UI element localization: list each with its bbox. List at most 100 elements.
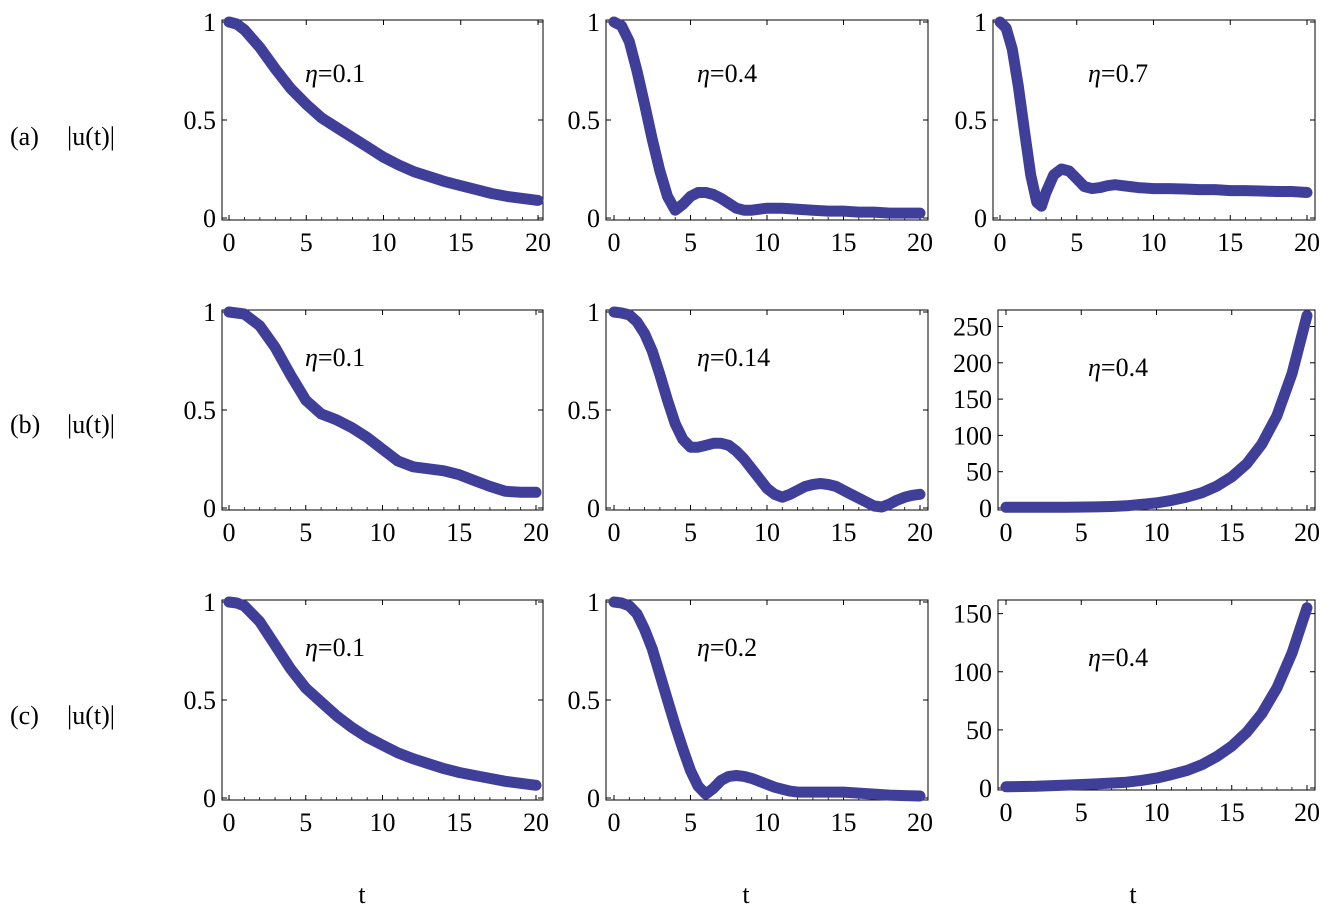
y-tick-label: 150 [953,600,992,629]
x-tick-label: 15 [831,808,857,837]
y-tick-label: 0 [203,204,216,233]
eta-symbol: η [305,59,318,88]
eta-annotation: η=0.2 [697,633,757,662]
panel-c-1: 0 5 10 15 20 0 0.5 1 η=0.1 [184,588,550,837]
x-tick-label: 20 [523,518,549,547]
y-tick-label: 1 [203,588,216,617]
x-tick-label: 10 [1144,518,1170,547]
eta-value: =0.14 [710,343,770,372]
x-tick-label: 15 [1219,798,1245,827]
x-tick-label: 15 [831,518,857,547]
x-tick-label: 20 [907,228,933,257]
y-tick-label: 1 [587,588,600,617]
panel-b-1: 0 5 10 15 20 0 0.5 1 η=0.1 [184,298,550,547]
eta-value: =0.4 [710,59,757,88]
y-tick-label: 100 [953,421,992,450]
y-tick-label: 0 [587,204,600,233]
series-line [223,306,542,498]
series-line [1000,602,1313,793]
x-tick-label: 15 [446,808,472,837]
x-tick-label: 5 [1075,518,1088,547]
series-line [223,596,542,791]
eta-symbol: η [697,59,710,88]
x-tick-label: 10 [371,228,397,257]
eta-value: =0.4 [1101,643,1148,672]
y-tick-label: 0.5 [184,106,217,135]
x-tick-label: 15 [446,518,472,547]
eta-annotation: η=0.4 [1088,643,1148,672]
row-label-letter-b: (b) [10,410,40,439]
row-label-ylabel-b: |u(t)| [67,410,115,439]
panel-c-3: 0 5 10 15 20 0 50 100 150 η=0.4 [953,599,1320,827]
x-tick-label: 10 [1141,228,1167,257]
eta-value: =0.4 [1101,353,1148,382]
x-tick-label: 20 [525,228,551,257]
x-tick-label: 20 [1294,798,1320,827]
x-tick-label: 5 [1070,228,1083,257]
eta-symbol: η [1088,643,1101,672]
eta-annotation: η=0.4 [697,59,757,88]
x-tick-label: 0 [1000,798,1013,827]
y-tick-label: 250 [953,313,992,342]
x-tick-label: 0 [608,808,621,837]
panel-b-2: 0 5 10 15 20 0 0.5 1 η=0.14 [568,298,934,547]
y-tick-label: 50 [966,716,992,745]
y-tick-label: 0 [203,494,216,523]
x-tick-label: 10 [754,808,780,837]
x-tick-label: 0 [608,518,621,547]
series-line [994,16,1313,212]
series-line [1000,310,1313,513]
y-tick-label: 200 [953,349,992,378]
x-tick-label: 10 [754,518,780,547]
y-tick-label: 0 [203,784,216,813]
x-axis-labels: t t t [358,880,1137,909]
row-labels: (a) |u(t)| (b) |u(t)| (c) |u(t)| [10,122,115,730]
x-tick-label: 20 [907,808,933,837]
plot-frame [605,19,929,221]
x-tick-label: 0 [1000,518,1013,547]
y-tick-label: 1 [203,298,216,327]
eta-annotation: η=0.1 [305,343,365,372]
x-tick-label: 10 [1144,798,1170,827]
eta-annotation: η=0.1 [305,59,365,88]
eta-symbol: η [697,633,710,662]
series-line [608,16,926,219]
y-tick-label: 1 [203,8,216,37]
x-tick-label: 5 [684,808,697,837]
eta-value: =0.2 [710,633,757,662]
x-axis-label-col-3: t [1129,880,1137,909]
y-tick-label: 0.5 [184,396,217,425]
x-tick-label: 15 [831,228,857,257]
y-tick-label: 0 [587,494,600,523]
x-tick-label: 0 [223,808,236,837]
x-tick-label: 0 [994,228,1007,257]
x-tick-label: 10 [370,808,396,837]
eta-symbol: η [1088,353,1101,382]
eta-annotation: η=0.14 [697,343,770,372]
y-tick-label: 1 [587,298,600,327]
eta-value: =0.1 [318,59,365,88]
series-line [608,596,926,802]
panel-a-2: 0 5 10 15 20 0 0.5 1 η=0.4 [568,8,934,257]
x-tick-label: 20 [1294,228,1320,257]
panel-a-1: 0 5 10 15 20 0 0.5 1 η=0.1 [184,8,552,257]
x-tick-label: 0 [608,228,621,257]
x-tick-label: 5 [684,228,697,257]
y-tick-label: 0.5 [568,106,601,135]
x-tick-label: 10 [754,228,780,257]
y-tick-label: 0.5 [568,686,601,715]
x-axis-label-col-1: t [358,880,366,909]
x-tick-label: 20 [523,808,549,837]
x-tick-label: 0 [223,518,236,547]
y-tick-label: 0 [587,784,600,813]
x-tick-label: 5 [299,518,312,547]
row-label-ylabel-a: |u(t)| [67,122,115,151]
x-tick-label: 10 [370,518,396,547]
eta-value: =0.1 [318,343,365,372]
eta-annotation: η=0.4 [1088,353,1148,382]
series-line [608,306,926,513]
y-tick-label: 50 [966,458,992,487]
